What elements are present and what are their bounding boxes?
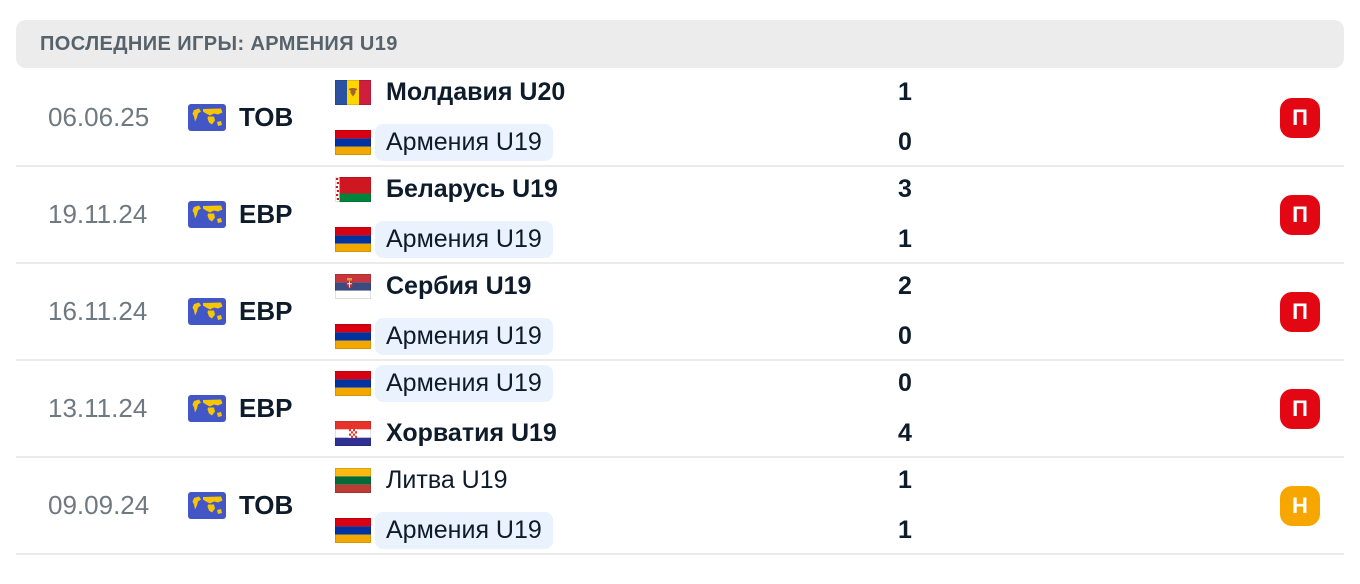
team-line-home: Армения U19	[335, 363, 865, 405]
matches-table: 06.06.25 ТОВ Молдавия U20 Армения U19 1 …	[16, 70, 1344, 555]
team-line-home: Сербия U19	[335, 266, 865, 308]
flag-armenia-icon	[335, 518, 371, 543]
team-name[interactable]: Армения U19	[375, 365, 553, 402]
score-column: 1 1	[865, 460, 945, 552]
team-score-home: 1	[898, 466, 912, 494]
team-score-home: 0	[898, 369, 912, 397]
competition: ЕВР	[188, 296, 335, 327]
competition-label: ТОВ	[239, 102, 294, 132]
team-score-away: 4	[898, 419, 912, 447]
match-row[interactable]: 13.11.24 ЕВР Армения U19 Хорватия U19 0 …	[16, 361, 1344, 458]
competition: ЕВР	[188, 393, 335, 424]
section-header: ПОСЛЕДНИЕ ИГРЫ: АРМЕНИЯ U19	[16, 20, 1344, 68]
section-title: ПОСЛЕДНИЕ ИГРЫ: АРМЕНИЯ U19	[40, 32, 398, 55]
flag-lithuania-icon	[335, 468, 371, 493]
flag-armenia-icon	[335, 227, 371, 252]
flag-serbia-icon	[335, 274, 371, 299]
team-line-away: Армения U19	[335, 510, 865, 552]
teams-column: Литва U19 Армения U19	[335, 460, 865, 552]
world-map-icon	[188, 104, 226, 131]
last-games-widget: ПОСЛЕДНИЕ ИГРЫ: АРМЕНИЯ U19 06.06.25 ТОВ…	[16, 20, 1344, 555]
flag-moldova-icon	[335, 80, 371, 105]
score-column: 1 0	[865, 72, 945, 164]
result-badge-draw[interactable]: Н	[1280, 485, 1320, 526]
world-map-icon	[188, 492, 226, 519]
team-line-home: Беларусь U19	[335, 169, 865, 211]
world-map-icon	[188, 395, 226, 422]
score-column: 0 4	[865, 363, 945, 455]
competition-label: ЕВР	[239, 296, 293, 326]
score-column: 3 1	[865, 169, 945, 261]
team-score-away: 0	[898, 128, 912, 156]
teams-column: Молдавия U20 Армения U19	[335, 72, 865, 164]
teams-column: Беларусь U19 Армения U19	[335, 169, 865, 261]
result-badge-loss[interactable]: П	[1280, 97, 1320, 138]
team-line-away: Армения U19	[335, 316, 865, 358]
result-badge-loss[interactable]: П	[1280, 194, 1320, 235]
team-line-home: Литва U19	[335, 460, 865, 502]
team-name[interactable]: Литва U19	[386, 466, 508, 494]
team-line-away: Армения U19	[335, 219, 865, 261]
match-date: 16.11.24	[48, 296, 148, 326]
flag-croatia-icon	[335, 421, 371, 446]
match-date: 09.09.24	[48, 490, 150, 520]
team-name[interactable]: Армения U19	[375, 221, 553, 258]
result-badge-loss[interactable]: П	[1280, 388, 1320, 429]
team-name[interactable]: Хорватия U19	[386, 419, 557, 447]
team-name[interactable]: Армения U19	[375, 318, 553, 355]
competition: ТОВ	[188, 490, 335, 521]
score-column: 2 0	[865, 266, 945, 358]
team-line-away: Армения U19	[335, 122, 865, 164]
team-name[interactable]: Молдавия U20	[386, 78, 566, 106]
team-name[interactable]: Беларусь U19	[386, 175, 558, 203]
world-map-icon	[188, 201, 226, 228]
team-score-home: 3	[898, 175, 912, 203]
team-line-away: Хорватия U19	[335, 413, 865, 455]
match-row[interactable]: 09.09.24 ТОВ Литва U19 Армения U19 1 1 Н	[16, 458, 1344, 555]
flag-armenia-icon	[335, 130, 371, 155]
flag-armenia-icon	[335, 324, 371, 349]
team-score-away: 0	[898, 322, 912, 350]
competition-label: ЕВР	[239, 199, 293, 229]
competition: ТОВ	[188, 102, 335, 133]
competition-label: ЕВР	[239, 393, 293, 423]
flag-belarus-icon	[335, 177, 371, 202]
teams-column: Армения U19 Хорватия U19	[335, 363, 865, 455]
match-row[interactable]: 16.11.24 ЕВР Сербия U19 Армения U19 2 0 …	[16, 264, 1344, 361]
team-score-home: 2	[898, 272, 912, 300]
match-date: 19.11.24	[48, 199, 148, 229]
team-name[interactable]: Сербия U19	[386, 272, 532, 300]
match-row[interactable]: 19.11.24 ЕВР Беларусь U19 Армения U19 3 …	[16, 167, 1344, 264]
match-row[interactable]: 06.06.25 ТОВ Молдавия U20 Армения U19 1 …	[16, 70, 1344, 167]
competition: ЕВР	[188, 199, 335, 230]
team-name[interactable]: Армения U19	[375, 124, 553, 161]
competition-label: ТОВ	[239, 490, 294, 520]
team-score-away: 1	[898, 225, 912, 253]
result-badge-loss[interactable]: П	[1280, 291, 1320, 332]
team-name[interactable]: Армения U19	[375, 512, 553, 549]
match-date: 13.11.24	[48, 393, 148, 423]
team-score-home: 1	[898, 78, 912, 106]
team-score-away: 1	[898, 516, 912, 544]
world-map-icon	[188, 298, 226, 325]
teams-column: Сербия U19 Армения U19	[335, 266, 865, 358]
team-line-home: Молдавия U20	[335, 72, 865, 114]
match-date: 06.06.25	[48, 102, 150, 132]
flag-armenia-icon	[335, 371, 371, 396]
